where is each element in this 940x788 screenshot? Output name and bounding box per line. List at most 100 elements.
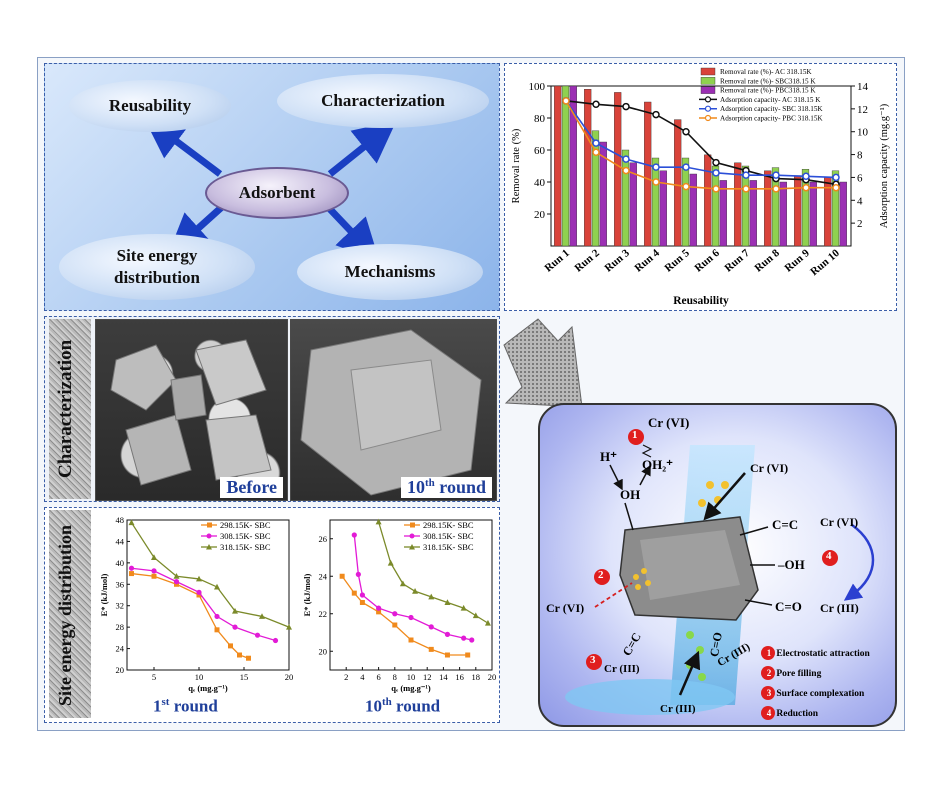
bar [569,85,577,247]
after-caption-sup: th [425,477,435,489]
series-point [214,627,220,633]
series-point [259,613,265,619]
x-axis-label: Reusability [673,295,729,307]
reusability-panel: 20 40 60 80 100 2 4 6 8 10 12 14 Removal rate (%) Ads… [504,63,897,311]
y-tick-label: 40 [534,177,546,189]
legend-label: Removal rate (%)- SBC318.15 K [720,77,816,85]
series-point [622,155,630,163]
legend-label: Removal rate (%)- AC 318.15K [720,68,812,76]
legend-marker [409,533,415,539]
bar [764,170,772,247]
legend-num-3: 3 [766,688,772,698]
series-point [465,652,471,658]
series-point [232,624,238,630]
arrow-cr6-right [703,472,746,521]
series-point [375,518,382,525]
series-point [128,519,135,526]
series-point [592,139,600,147]
x-tick-label: 12 [423,672,432,682]
x-axis-label: qₑ (mg.g⁻¹) [188,683,228,693]
series-point [444,631,451,637]
sem-image-after: 10th round [290,319,497,501]
series-point [351,590,357,596]
x-axis-label: qₑ (mg.g⁻¹) [391,683,431,693]
series-point [359,592,365,598]
series-point [237,652,242,658]
series-point [151,573,157,579]
legend-label: Removal rate (%)- PBC318.15 K [720,87,816,95]
x-tick-label: Run 5 [662,247,692,275]
series-point [742,185,750,193]
series-point [196,592,202,598]
round1-label: 1st round [153,696,218,717]
series-point [832,173,840,182]
x-tick-label: 5 [152,672,156,682]
reusability-ellipse: Reusability [69,80,231,132]
y-tick-label: 100 [529,81,546,93]
y-tick-label: 44 [116,536,125,546]
series-point [652,110,660,119]
legend-label-3: Surface complexation [776,689,865,699]
sem-image-before: Before [95,319,288,501]
legend-label: Adsorption capacity- AC 318.15 K [720,96,821,104]
bar [801,168,810,247]
round1-prefix: 1 [153,696,162,716]
reusability-chart: 20 40 60 80 100 2 4 6 8 10 12 14 Removal rate (%) Ads… [511,67,890,307]
round1-suffix: round [169,696,218,716]
adsorbent-label: Adsorbent [238,183,316,202]
series-point [173,573,180,579]
plot-frame [550,85,852,247]
bar [839,181,847,247]
legend-num-2: 2 [766,668,772,678]
bar [831,170,840,247]
series-point [682,163,690,171]
legend-label: 308.15K- SBC [423,531,474,541]
cr6-reduce: Cr (VI) [820,515,859,529]
legend-label: Adsorption capacity- PBC 318.15K [720,115,823,123]
legend-label: 308.15K- SBC [220,531,271,541]
x-tick-label: Run 1 [542,247,571,274]
mechanisms-ellipse: Mechanisms [297,244,483,300]
bar [704,154,712,247]
series-point [472,612,479,619]
y-axis-label: E* (kJ/mol) [99,573,109,616]
y-tick-label: 20 [116,665,125,675]
series-point [772,185,780,193]
series-point [712,169,720,177]
bond-cc-top [739,526,769,536]
badge-4-num: 4 [826,550,832,562]
x-tick-label: 16 [455,672,464,682]
series-line [353,534,472,641]
h-plus: H⁺ [600,449,617,464]
x-tick-label: 10 [195,672,204,682]
after-caption: 10th round [401,477,492,498]
series-point [129,571,134,577]
series-line [131,567,276,642]
y2-tick-label: 10 [857,127,869,139]
x-tick-label: Run 6 [692,247,722,275]
y-axis-label: Removal rate (%) [511,128,522,203]
bar [614,92,622,247]
characterization-panel: Characterization Before 10th round [44,316,500,502]
arrow-to-characterization [327,120,397,177]
series-point [272,637,279,644]
series-point [232,607,238,614]
series-point [802,183,810,192]
y-tick-label: 28 [116,622,125,632]
legend-num-1: 1 [766,648,772,658]
bar [741,165,750,247]
x-tick-label: 6 [376,672,380,682]
legend-swatch [700,86,716,94]
sem-before-particles [110,339,272,486]
badge-3-num: 3 [590,654,596,666]
x-tick-label: Run 2 [572,247,602,275]
y2-axis-label: Adsorption capacity (mg.g⁻¹) [879,103,890,228]
series-point [392,611,398,617]
series-point [484,619,491,626]
legend-label: 318.15K- SBC [423,542,474,552]
arrow-h-to-oh [609,464,623,491]
bar [809,181,817,247]
adsorbent-ellipse: Adsorbent [205,167,349,219]
series-line [565,100,837,186]
series-point [228,643,233,649]
